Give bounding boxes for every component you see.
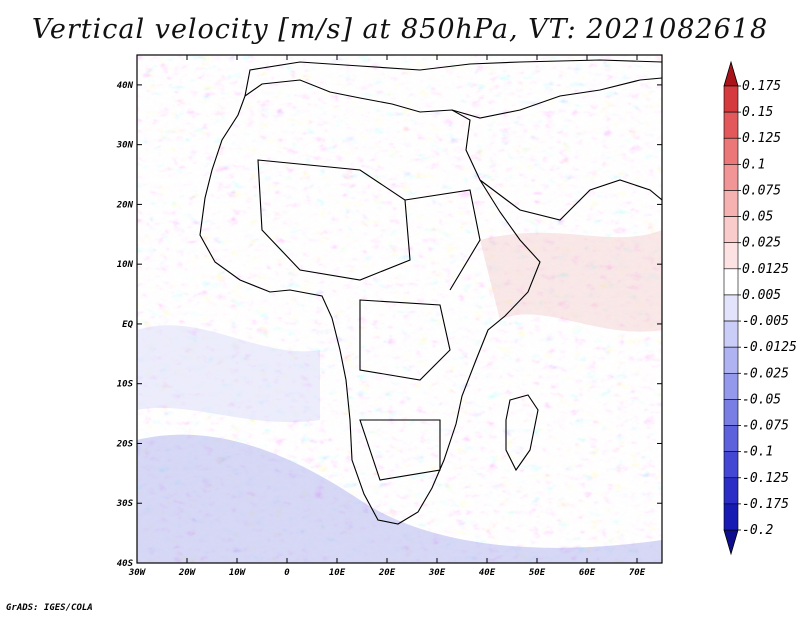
colorbar-swatch [723, 216, 739, 244]
colorbar-swatch [723, 294, 739, 322]
grads-credit: GrADS: IGES/COLA [6, 603, 93, 613]
lon-label: 50E [529, 568, 546, 578]
colorbar-swatch [723, 137, 739, 165]
vertical-velocity-field [137, 55, 662, 563]
lon-label: 30W [128, 568, 147, 578]
colorbar-swatch [723, 242, 739, 270]
lat-label: 10S [117, 380, 134, 390]
lon-label: 0 [284, 568, 290, 578]
colorbar-swatch [723, 425, 739, 452]
colorbar-label: 0.075 [742, 183, 781, 198]
lat-label: 20N [116, 200, 134, 210]
lon-label: 20E [378, 568, 396, 578]
colorbar-swatch [723, 399, 739, 426]
colorbar-swatch [723, 85, 739, 113]
colorbar-label: -0.1 [742, 445, 773, 460]
colorbar-bottom-arrow [723, 529, 739, 556]
colorbar-swatch [723, 111, 739, 139]
lat-label: 10N [117, 260, 134, 270]
lon-label: 70E [629, 568, 646, 578]
plot-frame [136, 54, 663, 564]
colorbar-label: -0.005 [742, 314, 789, 329]
chart-title: Vertical velocity [m/s] at 850hPa, VT: 2… [31, 14, 769, 45]
colorbar-label: 0.025 [742, 236, 781, 251]
lon-label: 20W [178, 568, 197, 578]
lon-label: 30E [428, 568, 446, 578]
colorbar-label: -0.175 [742, 497, 789, 512]
colorbar-label: 0.175 [742, 79, 781, 94]
lat-label: 20S [116, 439, 134, 449]
colorbar-top-arrow [723, 60, 739, 87]
lat-label: 40S [117, 559, 134, 569]
colorbar-swatch [723, 346, 739, 374]
colorbar-label: -0.05 [742, 392, 781, 407]
longitude-axis: 30W 20W 10W 0 10E 20E 30E 40E 50E 60E 70E [128, 55, 646, 578]
colorbar-label: 0.15 [742, 105, 773, 120]
colorbar-swatch [723, 477, 739, 505]
colorbar-label: -0.075 [742, 419, 789, 434]
lat-label: EQ [122, 320, 133, 330]
colorbar-swatch [723, 268, 739, 296]
coastlines-and-borders [199, 59, 662, 525]
lon-label: 40E [479, 568, 496, 578]
colorbar-swatch [723, 503, 739, 531]
colorbar-label: -0.0125 [742, 340, 797, 355]
lat-label: 30S [116, 499, 134, 509]
colorbar-label: -0.125 [742, 471, 789, 486]
colorbar-label: 0.125 [742, 131, 781, 146]
colorbar-label: 0.0125 [742, 262, 789, 277]
colorbar-swatch [723, 372, 739, 400]
lat-label: 40N [117, 81, 134, 91]
lon-label: 10W [229, 568, 247, 578]
lon-label: 10E [329, 568, 346, 578]
colorbar-swatch [723, 320, 739, 348]
colorbar-label: -0.2 [742, 523, 773, 538]
colorbar: 0.175 0.15 0.125 0.1 0.075 0.05 0.025 0.0125 0.0… [723, 60, 797, 556]
colorbar-label: -0.025 [742, 366, 789, 381]
lat-label: 30N [116, 141, 134, 151]
latitude-axis: 40N 30N 20N 10N EQ 10S 20S 30S 40S [116, 81, 662, 569]
colorbar-swatch [723, 164, 739, 191]
colorbar-label: 0.05 [742, 210, 773, 225]
colorbar-swatch [723, 451, 739, 479]
lon-label: 60E [579, 568, 596, 578]
colorbar-label: 0.005 [742, 288, 781, 303]
colorbar-swatch [723, 190, 739, 217]
colorbar-label: 0.1 [742, 157, 765, 172]
